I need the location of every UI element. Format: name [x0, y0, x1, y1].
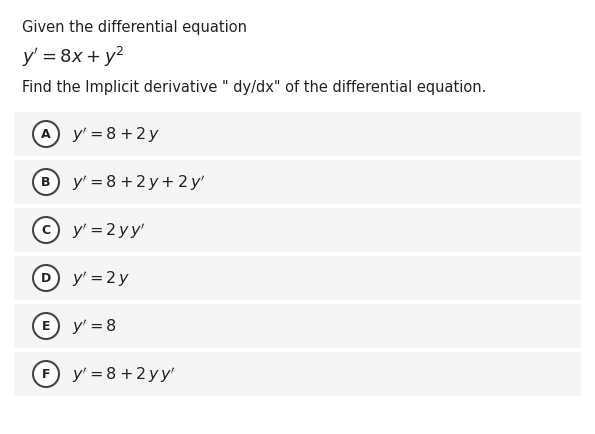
- Circle shape: [33, 361, 59, 387]
- FancyBboxPatch shape: [14, 352, 581, 396]
- Text: B: B: [41, 176, 51, 189]
- Text: $y' = 8$: $y' = 8$: [72, 316, 117, 336]
- FancyBboxPatch shape: [14, 304, 581, 348]
- Text: C: C: [42, 224, 51, 237]
- FancyBboxPatch shape: [14, 208, 581, 253]
- Text: Given the differential equation: Given the differential equation: [22, 20, 247, 35]
- Text: F: F: [42, 368, 50, 381]
- FancyBboxPatch shape: [14, 161, 581, 204]
- Text: $y' = 2\,y$: $y' = 2\,y$: [72, 268, 130, 289]
- Text: D: D: [41, 272, 51, 285]
- FancyBboxPatch shape: [14, 113, 581, 157]
- FancyBboxPatch shape: [14, 256, 581, 300]
- Circle shape: [33, 313, 59, 339]
- Text: $y' = 8 + 2\,y\,y'$: $y' = 8 + 2\,y\,y'$: [72, 364, 176, 384]
- Text: A: A: [41, 128, 51, 141]
- Text: $y' = 8 + 2\,y$: $y' = 8 + 2\,y$: [72, 125, 160, 145]
- Text: $y' = 8 + 2\,y + 2\,y'$: $y' = 8 + 2\,y + 2\,y'$: [72, 172, 205, 193]
- Text: $y' = 8x + y^2$: $y' = 8x + y^2$: [22, 45, 124, 69]
- Text: Find the Implicit derivative " dy/dx" of the differential equation.: Find the Implicit derivative " dy/dx" of…: [22, 80, 486, 95]
- Circle shape: [33, 217, 59, 243]
- Circle shape: [33, 122, 59, 148]
- Text: $y' = 2\,y\,y'$: $y' = 2\,y\,y'$: [72, 220, 146, 240]
- Circle shape: [33, 265, 59, 291]
- Text: E: E: [42, 320, 50, 333]
- Circle shape: [33, 170, 59, 196]
